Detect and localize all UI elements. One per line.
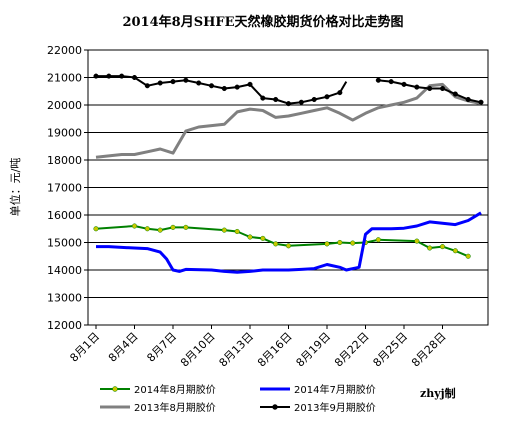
series-0-point [260,235,266,241]
y-tick-label: 22000 [47,44,82,57]
series-0-point [324,241,330,247]
series-0-point [427,245,433,251]
y-tick-label: 20000 [47,99,82,112]
series-3-point [439,85,446,92]
series-1 [96,211,482,274]
legend-label: 2014年7月期胶价 [294,383,376,396]
y-tick-label: 13000 [47,292,82,305]
x-tick-label: 8月7日 [144,330,179,365]
series-0 [93,223,471,259]
series-0-line-0 [95,225,469,258]
series-3-point [119,73,125,79]
legend-item-0: 2014年8月期胶价 [100,383,216,396]
series-3-point [401,81,407,87]
series-3-point [260,95,266,101]
series-3-point [170,79,176,85]
legend-marker [112,386,118,392]
series-3-point [247,81,253,87]
series-3-point [388,79,394,85]
series-0-point [183,224,189,230]
legend-item-1: 2014年7月期胶价 [260,383,376,396]
series-3-point [324,94,330,100]
series-3-point [311,96,317,103]
series-0-point [439,244,446,250]
legend: 2014年8月期胶价 2014年7月期胶价 2013年8月期胶价 2013年9月期胶价 [100,383,376,414]
series-0-point [221,227,227,233]
series-3-point [208,83,215,89]
y-tick-label: 21000 [47,72,82,85]
y-tick-label: 17000 [47,182,82,195]
y-tick-label: 16000 [47,209,82,222]
legend-label: 2013年9月期胶价 [294,401,376,414]
series-0-point [170,224,176,230]
series-3-point [183,77,189,83]
series-3-point [144,83,150,89]
series-3-point [273,96,279,103]
y-axis-ticks: 12000 13000 14000 15000 16000 17000 18000 19000… [47,44,88,332]
series-3-point [221,85,227,92]
series-3-line-0 [96,75,348,105]
series-0-point [247,234,253,240]
x-tick-label: 8月22日 [332,330,372,370]
series-0-point [285,243,292,249]
x-tick-label: 8月13日 [217,330,257,370]
series-3-point [298,99,304,105]
y-tick-label: 14000 [47,264,82,277]
y-tick-label: 19000 [47,127,82,140]
series-3-point [131,74,138,81]
series-0-point [234,228,240,235]
x-tick-label: 8月10日 [178,330,218,370]
series-0-point [157,227,163,233]
x-tick-label: 8月16日 [255,330,295,370]
series-3-point [93,73,99,79]
series-2 [95,82,482,159]
x-axis-ticks: 8月1日 8月4日 8月7日8月10日8月13日8月16日8月19日8月22日8月2… [67,325,449,370]
series-3-point [106,73,112,79]
series-3-point [157,80,163,86]
series-0-point [131,223,138,229]
series-0-point [337,239,343,246]
x-tick-label: 8月4日 [106,330,141,365]
series-0-point [93,226,99,232]
y-axis-label: 单位：元/吨 [8,158,22,217]
series-0-point [144,226,150,232]
series-0-point [414,238,420,244]
series-0-point [465,253,471,259]
x-tick-label: 8月1日 [67,330,102,365]
series-layer [93,73,484,274]
series-0-point [273,241,279,247]
series-3-point [375,77,381,83]
series-2-line-0 [95,82,482,159]
y-gridlines [88,77,488,298]
series-3-point [465,96,471,103]
series-3-point [452,91,458,97]
series-0-point [350,240,356,246]
series-3-point [427,85,433,92]
series-3-line-1 [378,79,482,104]
chart-credit: zhyj制 [420,386,456,400]
series-3-point [478,99,484,105]
x-tick-label: 8月19日 [294,330,334,370]
series-3-point [414,84,420,90]
legend-label: 2013年8月期胶价 [134,401,216,414]
series-3 [93,73,484,107]
legend-marker [272,404,278,410]
series-1-line-0 [96,211,482,274]
x-tick-label: 8月25日 [371,330,411,370]
x-tick-label: 8月28日 [409,330,449,370]
series-3-point [234,84,240,90]
series-0-point [375,237,381,243]
series-3-point [285,101,292,107]
legend-label: 2014年8月期胶价 [134,383,216,396]
y-tick-label: 18000 [47,154,82,167]
series-3-point [337,90,343,96]
series-0-point [452,248,458,254]
legend-item-3: 2013年9月期胶价 [260,401,376,414]
series-3-point [196,80,202,86]
legend-item-2: 2013年8月期胶价 [100,401,216,414]
y-tick-label: 12000 [47,319,82,332]
y-tick-label: 15000 [47,237,82,250]
chart-title: 2014年8月SHFE天然橡胶期货价格对比走势图 [122,14,403,30]
